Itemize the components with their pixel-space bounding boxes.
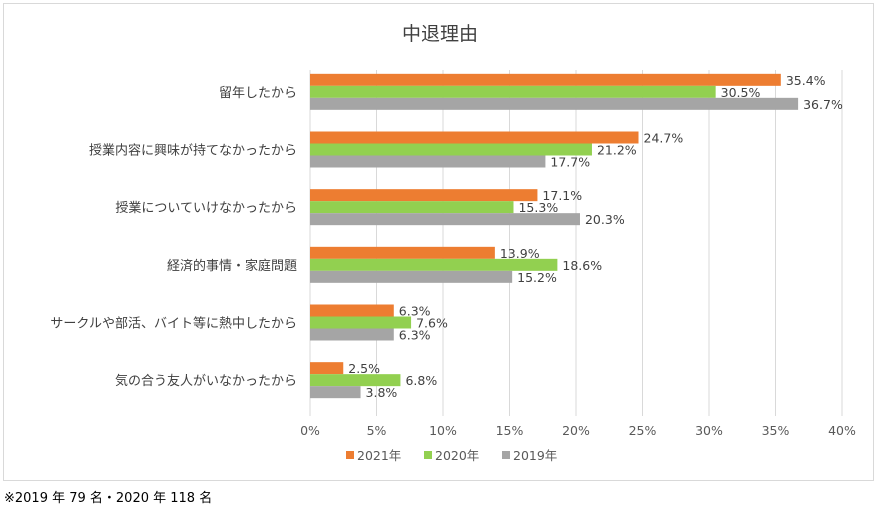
bar <box>310 85 716 98</box>
footnote: ※2019 年 79 名・2020 年 118 名 <box>4 491 213 506</box>
data-label: 35.4% <box>786 73 826 88</box>
x-tick-label: 30% <box>695 423 723 438</box>
data-label: 6.3% <box>399 304 431 319</box>
x-tick-labels: 0% 5% 10% 15% 20% 25% 30% 35% 40% <box>300 423 856 438</box>
bar <box>310 201 514 214</box>
bar <box>310 189 538 202</box>
x-tick-label: 0% <box>300 423 320 438</box>
chart-title: 中退理由 <box>402 23 478 45</box>
x-tick-label: 10% <box>429 423 457 438</box>
data-label: 15.2% <box>517 270 557 285</box>
bar <box>310 328 394 341</box>
gridlines <box>309 70 843 416</box>
bar <box>310 258 558 271</box>
bar <box>310 316 412 329</box>
legend-label: 2020年 <box>435 448 479 463</box>
data-label: 13.9% <box>500 246 540 261</box>
category-label: 経済的事情・家庭問題 <box>167 258 297 274</box>
category-label: 留年したから <box>219 86 297 101</box>
data-label: 36.7% <box>803 97 843 112</box>
category-label: 授業についていけなかったから <box>115 200 297 216</box>
bar <box>310 304 394 317</box>
legend-swatch <box>346 451 354 459</box>
legend-item: 2019年 <box>502 448 557 463</box>
bar <box>310 131 639 144</box>
data-label: 6.8% <box>405 373 437 388</box>
x-tick-label: 20% <box>562 423 590 438</box>
data-label: 6.3% <box>399 328 431 343</box>
category-labels: 留年したから授業内容に興味が持てなかったから授業についていけなかったから経済的事… <box>50 86 297 389</box>
legend-swatch <box>424 451 432 459</box>
legend-label: 2021年 <box>357 448 401 463</box>
bar <box>310 246 495 259</box>
data-label: 18.6% <box>562 258 602 273</box>
legend-item: 2021年 <box>346 448 401 463</box>
x-tick-label: 5% <box>367 423 387 438</box>
bar <box>310 213 580 226</box>
x-tick-label: 25% <box>629 423 657 438</box>
data-label: 7.6% <box>416 316 448 331</box>
data-label: 17.7% <box>550 155 590 170</box>
legend-item: 2020年 <box>424 448 479 463</box>
bar <box>310 155 546 168</box>
category-label: サークルや部活、バイト等に熱中したから <box>50 316 297 332</box>
data-label: 30.5% <box>721 85 761 100</box>
bar <box>310 374 401 387</box>
bar <box>310 143 592 156</box>
data-label: 3.8% <box>366 385 398 400</box>
bar <box>310 97 799 110</box>
bars <box>310 73 799 399</box>
category-label: 授業内容に興味が持てなかったから <box>89 143 297 159</box>
legend-swatch <box>502 451 510 459</box>
data-label: 21.2% <box>597 143 637 158</box>
data-label: 17.1% <box>542 188 582 203</box>
x-tick-label: 15% <box>496 423 524 438</box>
bar <box>310 73 781 86</box>
bar <box>310 386 361 399</box>
data-label: 24.7% <box>644 131 684 146</box>
category-label: 気の合う友人がいなかったから <box>115 373 297 389</box>
legend-label: 2019年 <box>513 448 557 463</box>
legend: 2021年 2020年 2019年 <box>346 448 557 463</box>
bar <box>310 362 344 375</box>
x-tick-label: 35% <box>762 423 790 438</box>
data-label: 2.5% <box>348 361 380 376</box>
x-tick-label: 40% <box>828 423 856 438</box>
data-label: 15.3% <box>518 200 558 215</box>
bar <box>310 270 513 283</box>
data-labels: 35.4% 30.5% 36.7% 24.7% 21.2% 17.7% 17.1%15.3%… <box>348 73 843 400</box>
data-label: 20.3% <box>585 212 625 227</box>
